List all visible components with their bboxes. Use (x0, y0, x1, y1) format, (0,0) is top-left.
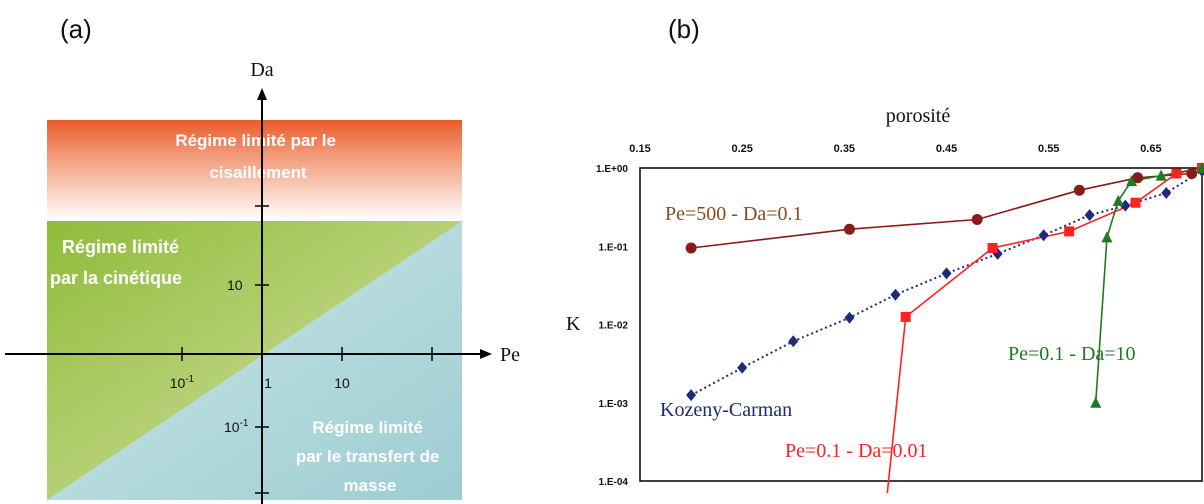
series-markers (685, 162, 1204, 408)
point-pe500 (843, 223, 855, 235)
point-da10 (1125, 175, 1137, 187)
shear-region (47, 120, 462, 221)
point-da001 (1171, 168, 1182, 179)
pe500-annotation: Pe=500 - Da=0.1 (665, 203, 803, 225)
x-tick-label: 0.25 (731, 143, 752, 155)
pe-axis-label: Pe (500, 344, 520, 366)
point-da001 (1130, 197, 1141, 208)
point-pe500 (971, 213, 983, 225)
x-tick-label: 0.35 (834, 143, 855, 155)
da-axis-arrowhead (257, 88, 267, 100)
plot-frame (639, 167, 1203, 482)
point-kc (890, 288, 901, 301)
pe-tick-label: 10-1 (170, 374, 195, 391)
panel-a: (a) Régime limité par le cisaillement Ré… (5, 14, 520, 504)
pe-axis-arrowhead (480, 349, 492, 359)
axis-tick-labels: 0.15 0.25 0.35 0.45 0.55 0.65 1.E+00 1.E-01 1.E-… (596, 143, 1162, 488)
point-kc (941, 267, 952, 280)
x-tick-label: 0.55 (1038, 143, 1059, 155)
series-line-pe500 (691, 172, 1192, 249)
da-tick-label: 10-1 (224, 418, 249, 435)
panel-a-label: (a) (60, 14, 92, 44)
point-kc (1038, 229, 1049, 242)
x-tick-label: 0.45 (936, 143, 957, 155)
y-tick-label: 1.E-02 (599, 321, 629, 332)
point-pe500 (1186, 168, 1198, 180)
point-kc (844, 311, 855, 324)
y-tick-label: 1.E-04 (599, 477, 629, 488)
kinetic-region-text: Régime limité par la cinétique (50, 237, 184, 288)
point-da001 (900, 311, 911, 322)
porosity-axis-title: porosité (886, 105, 951, 127)
point-kc (737, 361, 748, 374)
point-pe500 (1073, 184, 1085, 196)
pe-tick-label: 1 (264, 375, 272, 391)
da-tick-label: 10 (227, 277, 243, 293)
mass-transfer-region-text: Régime limité par le transfert de masse (296, 418, 444, 495)
y-tick-label: 1.E-03 (599, 399, 629, 410)
point-kc (788, 335, 799, 348)
point-kc (1161, 186, 1172, 199)
x-tick-label: 0.65 (1140, 143, 1161, 155)
point-da10 (1196, 162, 1204, 173)
point-da001 (1064, 226, 1075, 237)
shear-region-text: Régime limité par le cisaillement (175, 131, 340, 182)
y-tick-label: 1.E-01 (599, 242, 629, 253)
kinetic-region (47, 221, 462, 500)
k-axis-title: K (566, 313, 581, 335)
point-pe500 (1132, 172, 1144, 184)
pe01-da001-annotation: Pe=0.1 - Da=0.01 (785, 440, 928, 462)
x-tick-label: 0.15 (629, 143, 650, 155)
point-da10 (1090, 396, 1102, 408)
kozeny-carman-annotation: Kozeny-Carman (660, 399, 792, 421)
point-da10 (1112, 194, 1124, 206)
point-da001 (987, 242, 998, 253)
da-axis-label: Da (250, 59, 273, 81)
series-line-da10 (1094, 167, 1203, 403)
point-da10 (1101, 231, 1113, 243)
point-kc (1084, 209, 1095, 222)
pe-tick-label: 10 (334, 375, 350, 391)
panel-b-label: (b) (668, 14, 700, 44)
point-da10 (1155, 169, 1167, 181)
point-kc (686, 389, 697, 402)
point-pe500 (685, 242, 697, 254)
pe01-da10-annotation: Pe=0.1 - Da=10 (1008, 343, 1136, 365)
y-tick-label: 1.E+00 (596, 164, 628, 175)
point-kc (1120, 199, 1131, 212)
panel-b: (b) porosité K 0.15 0.25 0.35 0.45 0.55 0.65 1… (566, 14, 1204, 494)
